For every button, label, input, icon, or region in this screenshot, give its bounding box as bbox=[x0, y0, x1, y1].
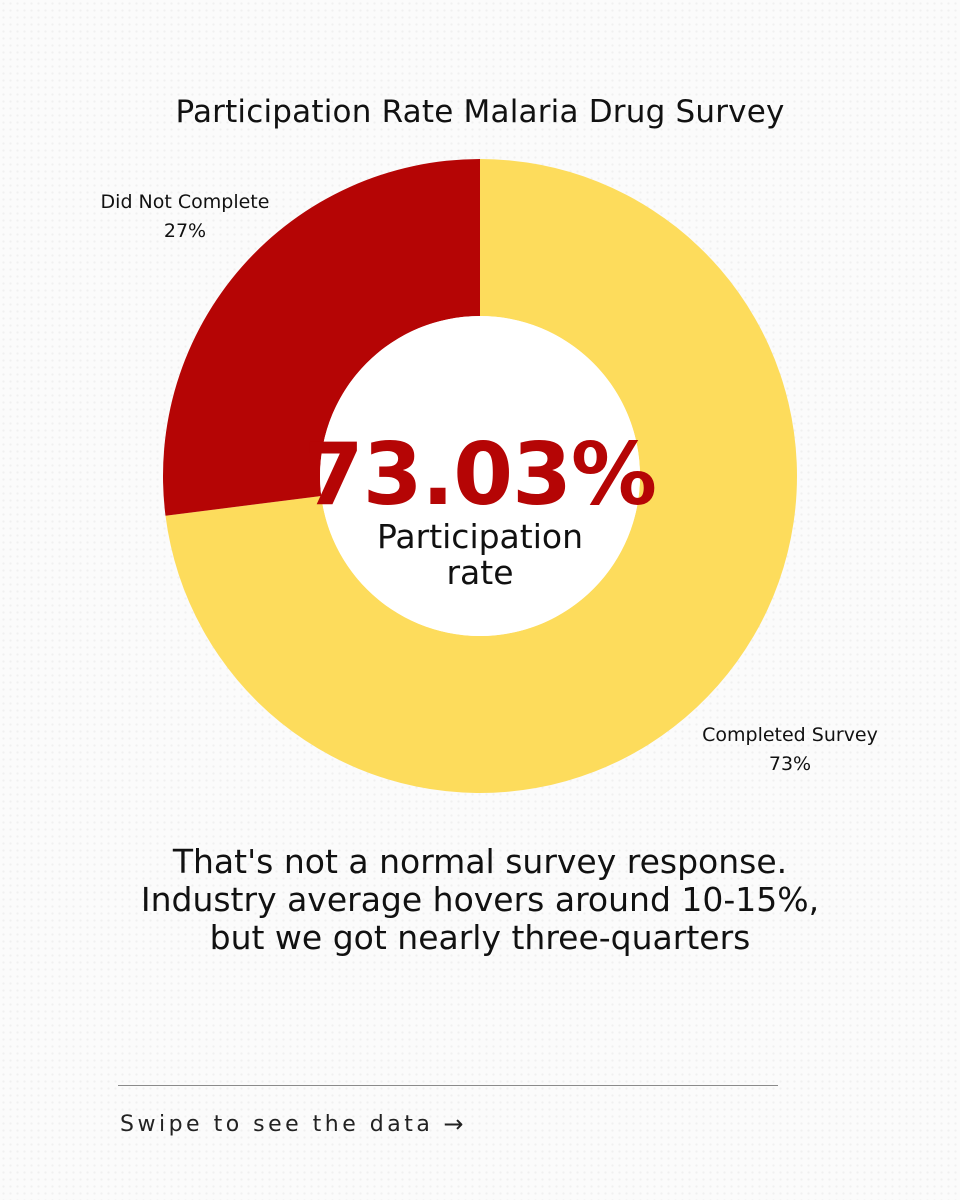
takeaway-line-1: That's not a normal survey response. bbox=[172, 842, 788, 881]
takeaway-line-3: but we got nearly three-quarters bbox=[209, 918, 751, 957]
did-not-complete-label: Did Not Complete 27% bbox=[80, 188, 290, 246]
takeaway-text: That's not a normal survey response. Ind… bbox=[60, 843, 900, 957]
slice-completed-survey bbox=[165, 159, 797, 794]
completed-survey-label: Completed Survey 73% bbox=[680, 721, 900, 779]
takeaway-line-2: Industry average hovers around 10-15%, bbox=[140, 880, 820, 919]
divider bbox=[118, 1085, 778, 1086]
caption-line-1: Participation bbox=[376, 517, 583, 556]
arrow-right-icon: → bbox=[443, 1110, 464, 1138]
donut-hole bbox=[320, 316, 640, 636]
swipe-text: Swipe to see the data bbox=[120, 1111, 434, 1137]
completed-survey-name: Completed Survey bbox=[702, 724, 878, 746]
completed-survey-percent: 73% bbox=[768, 753, 812, 775]
swipe-prompt[interactable]: Swipe to see the data → bbox=[120, 1110, 463, 1138]
participation-rate-caption: Participation rate bbox=[330, 519, 630, 591]
did-not-complete-percent: 27% bbox=[163, 220, 207, 242]
slice-did-not-complete bbox=[162, 159, 480, 516]
caption-line-2: rate bbox=[446, 553, 514, 592]
participation-rate-value: 73.03% bbox=[303, 425, 657, 525]
did-not-complete-name: Did Not Complete bbox=[100, 191, 270, 213]
chart-title: Participation Rate Malaria Drug Survey bbox=[175, 94, 785, 130]
